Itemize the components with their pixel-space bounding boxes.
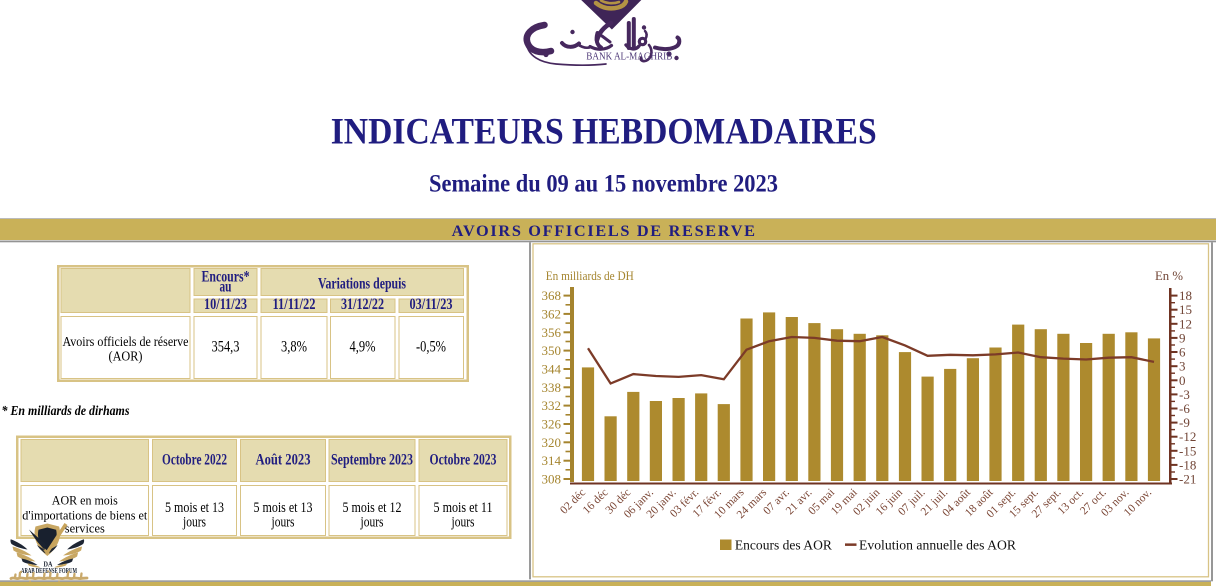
svg-text:INDICATEURS HEBDOMADAIRES: INDICATEURS HEBDOMADAIRES: [331, 111, 877, 152]
svg-text:AVOIRS OFFICIELS DE RESERVE: AVOIRS OFFICIELS DE RESERVE: [452, 221, 756, 240]
svg-text:338: 338: [542, 380, 562, 395]
svg-text:au: au: [220, 278, 232, 295]
svg-text:Semaine du 09 au 15 novembre 2: Semaine du 09 au 15 novembre 2023: [429, 169, 778, 197]
svg-text:9: 9: [1179, 330, 1186, 345]
svg-text:Octobre 2023: Octobre 2023: [430, 452, 497, 469]
svg-text:10/11/23: 10/11/23: [204, 296, 247, 313]
svg-text:350: 350: [542, 343, 562, 358]
svg-text:356: 356: [542, 325, 562, 340]
svg-text:3,8%: 3,8%: [281, 338, 307, 355]
svg-text:03/11/23: 03/11/23: [410, 296, 453, 313]
svg-text:-15: -15: [1179, 443, 1196, 458]
svg-text:ARAB DEFENSE FORUM: ARAB DEFENSE FORUM: [21, 567, 77, 575]
svg-text:-21: -21: [1179, 472, 1196, 487]
svg-text:-12: -12: [1179, 429, 1196, 444]
svg-text:DA: DA: [44, 560, 53, 569]
svg-text:Encours*: Encours*: [202, 269, 250, 286]
svg-text:jours: jours: [271, 514, 295, 530]
svg-text:31/12/22: 31/12/22: [341, 296, 384, 313]
svg-text:Evolution annuelle des AOR: Evolution annuelle des AOR: [859, 537, 1017, 552]
svg-text:jours: jours: [360, 514, 384, 530]
svg-text:* En milliards de dirhams: * En milliards de dirhams: [2, 403, 130, 418]
svg-text:-18: -18: [1179, 457, 1196, 472]
svg-text:5 mois et 12: 5 mois et 12: [343, 500, 402, 516]
svg-text:-3: -3: [1179, 387, 1190, 402]
svg-text:jours: jours: [182, 514, 206, 530]
svg-text:6: 6: [1179, 345, 1186, 360]
svg-text:15: 15: [1179, 302, 1192, 317]
svg-text:344: 344: [542, 362, 562, 377]
svg-text:18: 18: [1179, 288, 1192, 303]
svg-text:314: 314: [542, 453, 562, 468]
svg-text:Encours des AOR: Encours des AOR: [735, 537, 833, 552]
svg-text:En milliards de DH: En milliards de DH: [546, 268, 634, 283]
svg-text:jours: jours: [451, 514, 475, 530]
svg-text:11/11/22: 11/11/22: [273, 296, 316, 313]
svg-text:326: 326: [542, 417, 562, 432]
svg-text:5 mois et 11: 5 mois et 11: [434, 500, 493, 516]
svg-text:(AOR): (AOR): [109, 349, 143, 365]
svg-text:354,3: 354,3: [212, 338, 240, 355]
svg-text:services: services: [65, 521, 105, 536]
svg-text:-0,5%: -0,5%: [416, 338, 446, 355]
svg-text:5 mois et 13: 5 mois et 13: [165, 500, 224, 516]
svg-text:Variations depuis: Variations depuis: [318, 275, 406, 292]
svg-text:12: 12: [1179, 316, 1192, 331]
svg-text:AOR en mois: AOR en mois: [52, 493, 118, 508]
svg-text:368: 368: [542, 288, 562, 303]
svg-text:Août 2023: Août 2023: [256, 452, 311, 469]
svg-text:-6: -6: [1179, 401, 1190, 416]
svg-text:3: 3: [1179, 359, 1186, 374]
svg-text:Septembre 2023: Septembre 2023: [331, 452, 413, 469]
svg-text:5 mois et 13: 5 mois et 13: [254, 500, 313, 516]
svg-text:320: 320: [542, 435, 562, 450]
svg-text:4,9%: 4,9%: [350, 338, 376, 355]
svg-text:Octobre 2022: Octobre 2022: [162, 452, 227, 469]
svg-text:332: 332: [542, 398, 562, 413]
svg-text:362: 362: [542, 306, 562, 321]
svg-text:308: 308: [542, 472, 562, 487]
svg-text:BANK AL-MAGHRIB: BANK AL-MAGHRIB: [586, 52, 672, 63]
svg-text:En %: En %: [1155, 268, 1183, 283]
svg-text:-9: -9: [1179, 415, 1190, 430]
svg-text:Avoirs officiels de réserve: Avoirs officiels de réserve: [63, 334, 189, 349]
svg-text:0: 0: [1179, 373, 1186, 388]
svg-text:d'importations de biens et: d'importations de biens et: [22, 508, 147, 523]
